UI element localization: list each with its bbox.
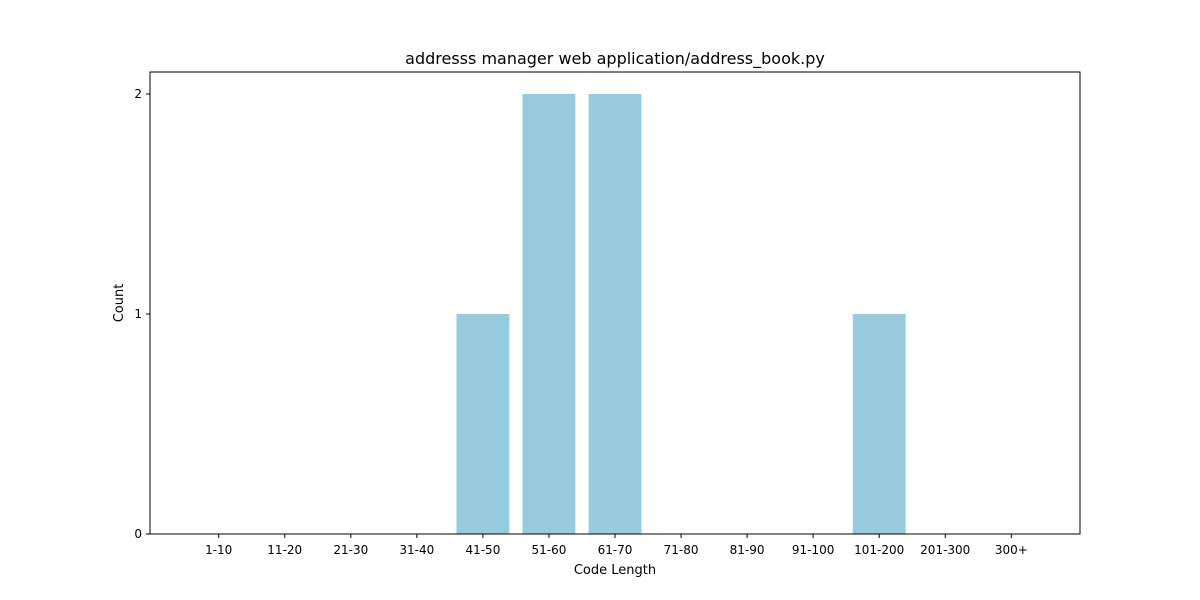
x-tick-label: 51-60 [532, 543, 567, 557]
y-axis-ticks: 0 1 2 [134, 87, 150, 541]
x-tick-label: 31-40 [399, 543, 434, 557]
bar-61-70 [588, 94, 642, 534]
x-tick-label: 71-80 [664, 543, 699, 557]
x-axis-ticks: 1-10 11-20 21-30 31-40 41-50 51-60 61-70 71-80 8… [205, 534, 1028, 557]
y-tick-label: 2 [134, 87, 142, 101]
bar-101-200 [852, 314, 906, 534]
x-axis-label: Code Length [574, 563, 656, 578]
y-tick-label: 1 [134, 307, 142, 321]
chart-title: addresss manager web application/address… [405, 49, 825, 69]
x-tick-label: 61-70 [598, 543, 633, 557]
x-tick-label: 81-90 [730, 543, 765, 557]
x-tick-label: 91-100 [792, 543, 835, 557]
y-tick-label: 0 [134, 527, 142, 541]
bar-51-60 [522, 94, 576, 534]
x-tick-label: 1-10 [205, 543, 232, 557]
x-tick-label: 300+ [995, 543, 1028, 557]
x-tick-label: 201-300 [920, 543, 970, 557]
bars [456, 94, 906, 534]
x-tick-label: 21-30 [333, 543, 368, 557]
y-axis-label: Count [112, 284, 127, 323]
x-tick-label: 101-200 [854, 543, 904, 557]
x-tick-label: 41-50 [465, 543, 500, 557]
x-tick-label: 11-20 [267, 543, 302, 557]
bar-41-50 [456, 314, 510, 534]
